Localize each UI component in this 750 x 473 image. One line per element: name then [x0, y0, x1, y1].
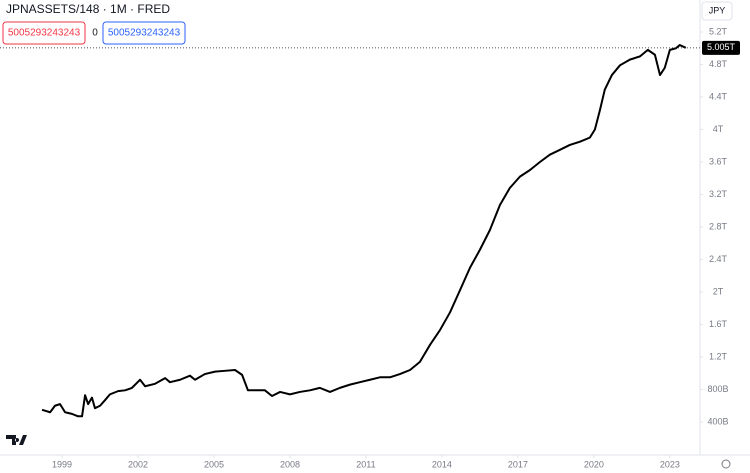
legend-value: 5005293243243 — [8, 28, 81, 39]
y-tick-label: 2T — [713, 286, 724, 296]
y-tick-label: 5.2T — [709, 26, 728, 36]
y-tick-label: 4T — [713, 124, 724, 134]
legend-change: 0 — [92, 28, 98, 39]
y-tick-label: 2.8T — [709, 221, 728, 231]
x-tick-label: 2008 — [280, 459, 300, 469]
y-tick-label: 4.4T — [709, 91, 728, 101]
last-price-box — [702, 40, 740, 55]
last-price-label: 5.005T — [707, 42, 736, 52]
settings-icon[interactable] — [721, 459, 731, 469]
y-tick-label: 2.4T — [709, 254, 728, 264]
x-tick-label: 2020 — [584, 459, 604, 469]
x-tick-label: 2011 — [356, 459, 375, 469]
chart-title: JPNASSETS/148 · 1M · FRED — [6, 2, 170, 16]
series-line — [41, 44, 687, 418]
y-tick-label: 1.6T — [709, 319, 728, 329]
x-tick-label: 2023 — [660, 459, 680, 469]
currency[interactable]: JPY — [709, 5, 726, 15]
y-tick-label: 4.8T — [709, 59, 728, 69]
y-tick-label: 3.6T — [709, 156, 728, 166]
x-tick-label: 2002 — [128, 459, 148, 469]
x-tick-label: 1999 — [52, 459, 72, 469]
y-tick-label: 800B — [707, 384, 728, 394]
legend-box-red — [2, 21, 86, 45]
logo-shape[interactable] — [6, 435, 27, 445]
x-tick-label: 2017 — [508, 459, 528, 469]
currency-box[interactable] — [701, 1, 733, 21]
tv-logo[interactable] — [6, 435, 27, 445]
x-tick-label: 2014 — [432, 459, 452, 469]
legend-box-blue — [102, 21, 186, 45]
y-tick-label: 400B — [707, 416, 728, 426]
y-tick-label: 1.2T — [709, 351, 728, 361]
y-tick-label: 3.2T — [709, 189, 728, 199]
x-tick-label: 2005 — [204, 459, 224, 469]
legend-value: 5005293243243 — [108, 28, 181, 39]
